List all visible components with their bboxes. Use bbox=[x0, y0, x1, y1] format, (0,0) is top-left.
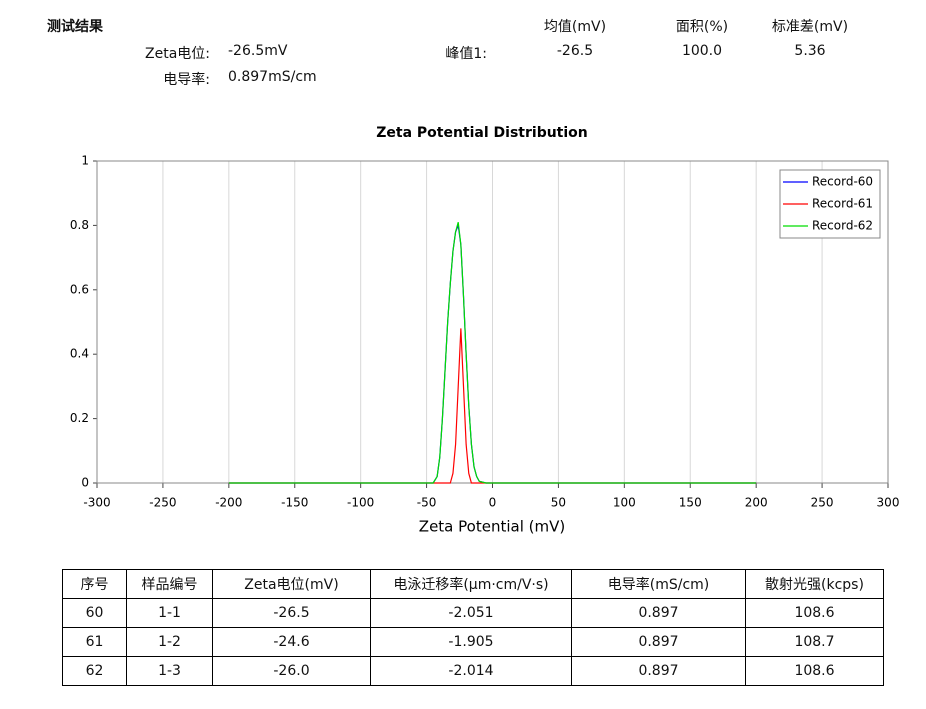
table-cell: 电导率(mS/cm) bbox=[571, 569, 746, 599]
table-cell: 0.897 bbox=[571, 598, 746, 628]
table-cell: 108.6 bbox=[745, 656, 884, 686]
table-cell: -2.051 bbox=[370, 598, 572, 628]
peak-col: 标准差(mV) bbox=[771, 19, 849, 35]
value: -26.5mV bbox=[228, 43, 288, 59]
value: -26.5 bbox=[556, 43, 594, 59]
table-cell: -1.905 bbox=[370, 627, 572, 657]
x-tick-label: -150 bbox=[281, 496, 308, 510]
chart-title: Zeta Potential Distribution bbox=[376, 125, 588, 141]
label: Zeta电位: bbox=[145, 46, 210, 62]
x-tick-label: 150 bbox=[679, 496, 702, 510]
value: 5.36 bbox=[794, 43, 826, 59]
table-cell: 样品编号 bbox=[126, 569, 213, 599]
y-tick-label: 0.8 bbox=[70, 218, 89, 232]
legend-label: Record-61 bbox=[812, 197, 873, 211]
table-cell: 0.897 bbox=[571, 656, 746, 686]
table-cell: -26.5 bbox=[212, 598, 371, 628]
table-cell: 60 bbox=[62, 598, 127, 628]
table-row: 62 1-3 -26.0 -2.014 0.897 108.6 bbox=[62, 656, 884, 686]
x-tick-label: -250 bbox=[149, 496, 176, 510]
y-tick-label: 0.6 bbox=[70, 282, 89, 296]
title: 测试结果 bbox=[47, 19, 103, 35]
y-tick-label: 1 bbox=[81, 154, 89, 168]
value: 0.897mS/cm bbox=[228, 69, 317, 85]
table-cell: 108.6 bbox=[745, 598, 884, 628]
series-line bbox=[228, 328, 757, 484]
peak-col: 面积(%) bbox=[675, 19, 729, 35]
table-header: 序号 样品编号 Zeta电位(mV) 电泳迁移率(μm·cm/V·s) 电导率(mS/c… bbox=[62, 569, 884, 599]
y-tick-label: 0.4 bbox=[70, 347, 89, 361]
table-cell: 62 bbox=[62, 656, 127, 686]
legend-label: Record-60 bbox=[812, 175, 873, 189]
x-tick-label: 250 bbox=[811, 496, 834, 510]
table-row: 61 1-2 -24.6 -1.905 0.897 108.7 bbox=[62, 627, 884, 657]
label: 电导率: bbox=[163, 72, 210, 88]
table-cell: 1-2 bbox=[126, 627, 213, 657]
table-cell: -26.0 bbox=[212, 656, 371, 686]
table-cell: 0.897 bbox=[571, 627, 746, 657]
x-tick-label: 200 bbox=[745, 496, 768, 510]
table-cell: -2.014 bbox=[370, 656, 572, 686]
x-tick-label: 50 bbox=[551, 496, 566, 510]
y-tick-label: 0.2 bbox=[70, 411, 89, 425]
value: 100.0 bbox=[681, 43, 723, 59]
x-tick-label: 100 bbox=[613, 496, 636, 510]
y-tick-label: 0 bbox=[81, 476, 89, 490]
table-cell: 1-1 bbox=[126, 598, 213, 628]
series-line bbox=[228, 222, 757, 484]
table-cell: 108.7 bbox=[745, 627, 884, 657]
legend-label: Record-62 bbox=[812, 219, 873, 233]
table-cell: -24.6 bbox=[212, 627, 371, 657]
table-cell: 序号 bbox=[62, 569, 127, 599]
x-tick-label: -100 bbox=[347, 496, 374, 510]
chart: Zeta Potential Distribution Zeta Potenti… bbox=[70, 125, 900, 536]
table-row: 60 1-1 -26.5 -2.051 0.897 108.6 bbox=[62, 598, 884, 628]
x-tick-label: -50 bbox=[417, 496, 437, 510]
table-cell: 1-3 bbox=[126, 656, 213, 686]
table-cell: Zeta电位(mV) bbox=[212, 569, 371, 599]
x-tick-label: 0 bbox=[489, 496, 497, 510]
x-axis-label: Zeta Potential (mV) bbox=[419, 518, 565, 536]
x-tick-label: 300 bbox=[877, 496, 900, 510]
label: 峰值1: bbox=[445, 46, 487, 62]
table-cell: 电泳迁移率(μm·cm/V·s) bbox=[370, 569, 572, 599]
results-table: 序号 样品编号 Zeta电位(mV) 电泳迁移率(μm·cm/V·s) 电导率(mS/c… bbox=[62, 569, 884, 686]
x-tick-label: -200 bbox=[215, 496, 242, 510]
table-cell: 61 bbox=[62, 627, 127, 657]
x-tick-label: -300 bbox=[83, 496, 110, 510]
table-cell: 散射光强(kcps) bbox=[745, 569, 884, 599]
peak-col: 均值(mV) bbox=[543, 19, 607, 35]
